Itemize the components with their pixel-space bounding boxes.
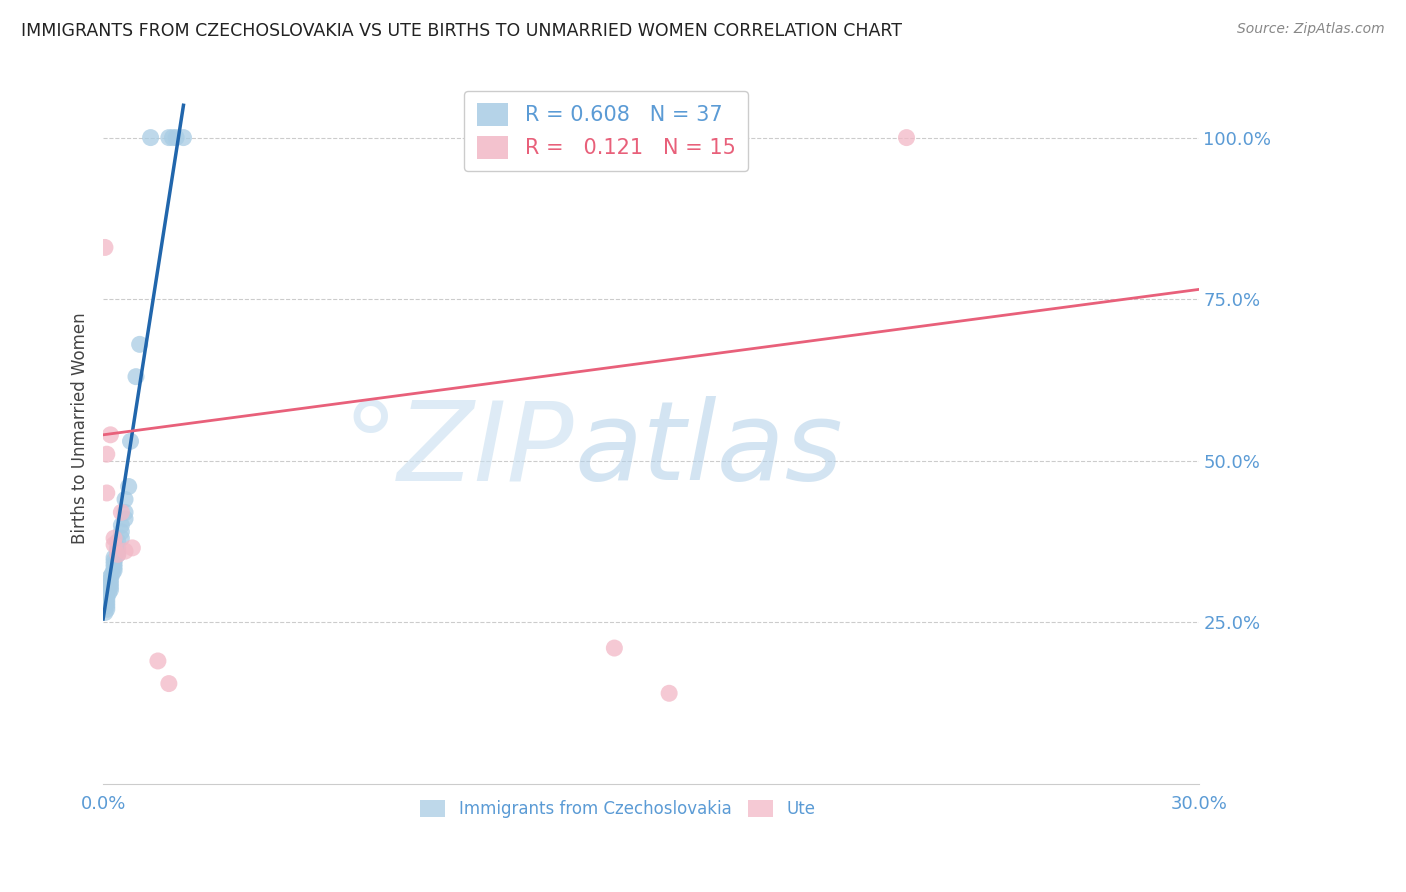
Point [100,573,122,587]
Point [110,531,132,545]
Point [165,130,187,145]
Point [96,592,118,607]
Point [103,554,125,568]
Point [658,686,681,700]
Point [139,130,162,145]
Point [603,641,626,656]
Point [146,654,169,668]
Point [100,576,122,591]
Point [96,447,118,461]
Point [114,505,136,519]
Point [103,538,125,552]
Point [157,676,180,690]
Text: °ZIP: °ZIP [343,396,574,503]
Point [96,486,118,500]
Point [96,596,118,610]
Point [896,130,918,145]
Point [128,337,150,351]
Text: IMMIGRANTS FROM CZECHOSLOVAKIA VS UTE BIRTHS TO UNMARRIED WOMEN CORRELATION CHAR: IMMIGRANTS FROM CZECHOSLOVAKIA VS UTE BI… [21,22,903,40]
Point [121,541,143,555]
Point [103,557,125,571]
Text: atlas: atlas [574,396,842,503]
Point [162,130,184,145]
Point [107,534,129,549]
Point [110,524,132,539]
Y-axis label: Births to Unmarried Women: Births to Unmarried Women [72,312,89,544]
Point [157,130,180,145]
Point [94,606,117,620]
Point [110,505,132,519]
Point [110,518,132,533]
Point [114,544,136,558]
Point [120,434,142,449]
Point [114,512,136,526]
Point [100,580,122,594]
Point [100,582,122,597]
Point [172,130,194,145]
Point [103,560,125,574]
Legend: Immigrants from Czechoslovakia, Ute: Immigrants from Czechoslovakia, Ute [413,794,823,825]
Point [96,599,118,613]
Point [96,590,118,604]
Point [125,369,148,384]
Point [107,541,129,555]
Point [103,550,125,565]
Point [94,240,117,254]
Point [107,547,129,561]
Point [107,544,129,558]
Text: Source: ZipAtlas.com: Source: ZipAtlas.com [1237,22,1385,37]
Point [100,427,122,442]
Point [100,570,122,584]
Point [101,566,124,581]
Point [103,564,125,578]
Point [96,602,118,616]
Point [103,531,125,545]
Point [97,586,120,600]
Point [118,479,141,493]
Point [107,547,129,561]
Point [114,492,136,507]
